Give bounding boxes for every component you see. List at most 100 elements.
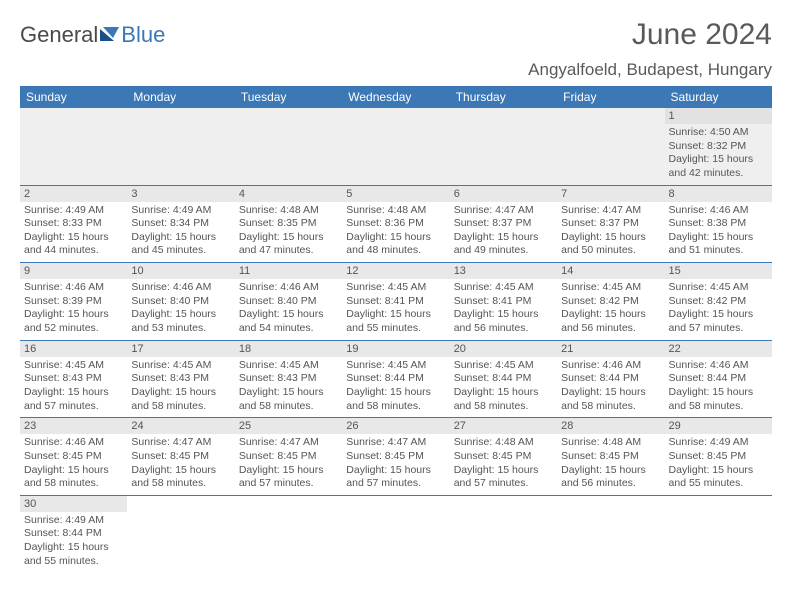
sunset-line: Sunset: 8:45 PM	[346, 450, 445, 464]
day-number: 1	[665, 108, 772, 124]
calendar-week-row: 9Sunrise: 4:46 AMSunset: 8:39 PMDaylight…	[20, 263, 772, 341]
day-number: 5	[342, 186, 449, 202]
sunrise-line: Sunrise: 4:45 AM	[239, 359, 338, 373]
calendar-day-cell: 9Sunrise: 4:46 AMSunset: 8:39 PMDaylight…	[20, 263, 127, 341]
sunset-line: Sunset: 8:35 PM	[239, 217, 338, 231]
sunrise-line: Sunrise: 4:45 AM	[24, 359, 123, 373]
day-number: 28	[557, 418, 664, 434]
calendar-day-cell	[557, 108, 664, 185]
sunset-line: Sunset: 8:37 PM	[454, 217, 553, 231]
calendar-week-row: 2Sunrise: 4:49 AMSunset: 8:33 PMDaylight…	[20, 185, 772, 263]
sunrise-line: Sunrise: 4:45 AM	[561, 281, 660, 295]
day-number: 9	[20, 263, 127, 279]
day-info: Sunrise: 4:48 AMSunset: 8:36 PMDaylight:…	[342, 202, 449, 263]
day-info: Sunrise: 4:46 AMSunset: 8:39 PMDaylight:…	[20, 279, 127, 340]
sunset-line: Sunset: 8:45 PM	[131, 450, 230, 464]
day-number: 27	[450, 418, 557, 434]
calendar-day-cell: 17Sunrise: 4:45 AMSunset: 8:43 PMDayligh…	[127, 340, 234, 418]
calendar-day-cell: 23Sunrise: 4:46 AMSunset: 8:45 PMDayligh…	[20, 418, 127, 496]
day-info: Sunrise: 4:47 AMSunset: 8:37 PMDaylight:…	[557, 202, 664, 263]
day-number: 7	[557, 186, 664, 202]
calendar-day-cell	[665, 495, 772, 572]
calendar-day-cell: 29Sunrise: 4:49 AMSunset: 8:45 PMDayligh…	[665, 418, 772, 496]
sunrise-line: Sunrise: 4:45 AM	[346, 281, 445, 295]
calendar-day-cell: 10Sunrise: 4:46 AMSunset: 8:40 PMDayligh…	[127, 263, 234, 341]
day-info: Sunrise: 4:48 AMSunset: 8:45 PMDaylight:…	[450, 434, 557, 495]
day-number: 14	[557, 263, 664, 279]
sunset-line: Sunset: 8:45 PM	[454, 450, 553, 464]
calendar-week-row: 30Sunrise: 4:49 AMSunset: 8:44 PMDayligh…	[20, 495, 772, 572]
day-info: Sunrise: 4:45 AMSunset: 8:42 PMDaylight:…	[665, 279, 772, 340]
day-info: Sunrise: 4:48 AMSunset: 8:35 PMDaylight:…	[235, 202, 342, 263]
day-number: 30	[20, 496, 127, 512]
day-info: Sunrise: 4:46 AMSunset: 8:44 PMDaylight:…	[557, 357, 664, 418]
title-block: June 2024 Angyalfoeld, Budapest, Hungary	[528, 18, 772, 80]
sunrise-line: Sunrise: 4:48 AM	[239, 204, 338, 218]
day-number: 8	[665, 186, 772, 202]
calendar-day-cell	[557, 495, 664, 572]
calendar-week-row: 16Sunrise: 4:45 AMSunset: 8:43 PMDayligh…	[20, 340, 772, 418]
daylight-line: Daylight: 15 hours and 56 minutes.	[454, 308, 553, 335]
day-number: 18	[235, 341, 342, 357]
header: General Blue June 2024 Angyalfoeld, Buda…	[20, 18, 772, 80]
day-number: 23	[20, 418, 127, 434]
day-info: Sunrise: 4:45 AMSunset: 8:41 PMDaylight:…	[450, 279, 557, 340]
calendar-week-row: 1 Sunrise: 4:50 AMSunset: 8:32 PMDaylight…	[20, 108, 772, 185]
calendar-day-cell: 5Sunrise: 4:48 AMSunset: 8:36 PMDaylight…	[342, 185, 449, 263]
calendar-day-cell: 1 Sunrise: 4:50 AMSunset: 8:32 PMDaylight…	[665, 108, 772, 185]
daylight-line: Daylight: 15 hours and 58 minutes.	[131, 464, 230, 491]
daylight-line: Daylight: 15 hours and 56 minutes.	[561, 464, 660, 491]
daylight-line: Daylight: 15 hours and 57 minutes.	[24, 386, 123, 413]
calendar-day-cell: 6Sunrise: 4:47 AMSunset: 8:37 PMDaylight…	[450, 185, 557, 263]
day-number: 16	[20, 341, 127, 357]
location: Angyalfoeld, Budapest, Hungary	[528, 60, 772, 80]
weekday-header: Friday	[557, 86, 664, 108]
day-info: Sunrise: 4:46 AMSunset: 8:45 PMDaylight:…	[20, 434, 127, 495]
calendar-day-cell: 25Sunrise: 4:47 AMSunset: 8:45 PMDayligh…	[235, 418, 342, 496]
calendar-day-cell: 15Sunrise: 4:45 AMSunset: 8:42 PMDayligh…	[665, 263, 772, 341]
daylight-line: Daylight: 15 hours and 58 minutes.	[454, 386, 553, 413]
daylight-line: Daylight: 15 hours and 53 minutes.	[131, 308, 230, 335]
sunset-line: Sunset: 8:41 PM	[346, 295, 445, 309]
day-info: Sunrise: 4:45 AMSunset: 8:44 PMDaylight:…	[342, 357, 449, 418]
logo-text-general: General	[20, 22, 98, 48]
day-info: Sunrise: 4:45 AMSunset: 8:42 PMDaylight:…	[557, 279, 664, 340]
day-number: 11	[235, 263, 342, 279]
sunrise-line: Sunrise: 4:49 AM	[24, 204, 123, 218]
sunrise-line: Sunrise: 4:47 AM	[239, 436, 338, 450]
sunrise-line: Sunrise: 4:50 AM	[669, 126, 768, 140]
calendar-day-cell: 21Sunrise: 4:46 AMSunset: 8:44 PMDayligh…	[557, 340, 664, 418]
sunset-line: Sunset: 8:44 PM	[24, 527, 123, 541]
daylight-line: Daylight: 15 hours and 42 minutes.	[669, 153, 768, 180]
day-info: Sunrise: 4:45 AMSunset: 8:43 PMDaylight:…	[20, 357, 127, 418]
sunrise-line: Sunrise: 4:46 AM	[561, 359, 660, 373]
daylight-line: Daylight: 15 hours and 51 minutes.	[669, 231, 768, 258]
day-number: 10	[127, 263, 234, 279]
day-number: 22	[665, 341, 772, 357]
day-number: 15	[665, 263, 772, 279]
sunrise-line: Sunrise: 4:46 AM	[131, 281, 230, 295]
sunrise-line: Sunrise: 4:49 AM	[131, 204, 230, 218]
day-info: Sunrise: 4:49 AMSunset: 8:44 PMDaylight:…	[20, 512, 127, 573]
sunrise-line: Sunrise: 4:46 AM	[239, 281, 338, 295]
day-number: 13	[450, 263, 557, 279]
day-number: 20	[450, 341, 557, 357]
day-number: 26	[342, 418, 449, 434]
day-info: Sunrise: 4:46 AMSunset: 8:44 PMDaylight:…	[665, 357, 772, 418]
day-info: Sunrise: 4:45 AMSunset: 8:43 PMDaylight:…	[127, 357, 234, 418]
day-number: 6	[450, 186, 557, 202]
daylight-line: Daylight: 15 hours and 55 minutes.	[346, 308, 445, 335]
daylight-line: Daylight: 15 hours and 58 minutes.	[131, 386, 230, 413]
sunrise-line: Sunrise: 4:45 AM	[346, 359, 445, 373]
day-info: Sunrise: 4:49 AMSunset: 8:45 PMDaylight:…	[665, 434, 772, 495]
daylight-line: Daylight: 15 hours and 57 minutes.	[454, 464, 553, 491]
sunset-line: Sunset: 8:44 PM	[561, 372, 660, 386]
calendar-day-cell: 14Sunrise: 4:45 AMSunset: 8:42 PMDayligh…	[557, 263, 664, 341]
sunset-line: Sunset: 8:34 PM	[131, 217, 230, 231]
sunrise-line: Sunrise: 4:46 AM	[669, 204, 768, 218]
sunrise-line: Sunrise: 4:45 AM	[454, 281, 553, 295]
logo: General Blue	[20, 18, 165, 48]
weekday-header: Sunday	[20, 86, 127, 108]
day-info: Sunrise: 4:47 AMSunset: 8:37 PMDaylight:…	[450, 202, 557, 263]
sunset-line: Sunset: 8:32 PM	[669, 140, 768, 154]
